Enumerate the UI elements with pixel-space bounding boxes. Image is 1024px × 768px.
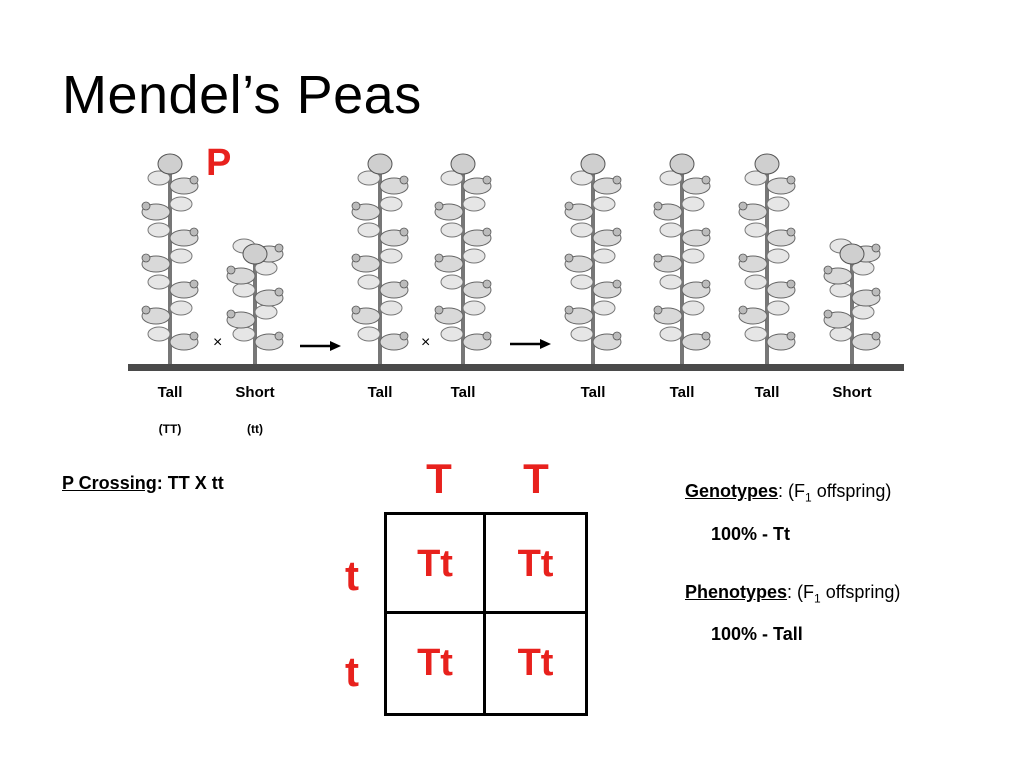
left-allele-2: t — [345, 648, 359, 695]
p-crossing-text: P Crossing: TT X tt — [62, 473, 224, 494]
pea-plant-tall — [738, 153, 796, 364]
plant-height-label: Tall — [367, 384, 393, 401]
genotypes-label: Genotypes — [685, 481, 779, 501]
top-allele-1: T — [426, 455, 452, 502]
genotypes-value: 100% - Tt — [711, 524, 791, 544]
punnett-cell: Tt — [486, 515, 585, 614]
parental-generation-label: P — [206, 142, 232, 184]
plant-genotype-label: (tt) — [247, 422, 263, 436]
pea-plant-tall — [653, 153, 711, 364]
cross-symbol-1: × — [213, 334, 222, 351]
pea-plant-tall — [434, 153, 492, 364]
p-crossing-value: : TT X tt — [156, 473, 224, 493]
arrow-icon-1 — [300, 341, 341, 351]
cross-symbol-2: × — [421, 334, 430, 351]
p-crossing-label: P Crossing — [62, 473, 157, 493]
left-allele-1: t — [345, 552, 359, 599]
phenotypes-heading: Phenotypes: (F1 offspring) — [685, 582, 900, 606]
plant-height-label: Tall — [580, 384, 606, 401]
punnett-cell: Tt — [387, 614, 486, 713]
plant-height-label: Tall — [157, 384, 183, 401]
phenotypes-value: 100% - Tall — [711, 624, 803, 644]
top-allele-2: T — [523, 455, 549, 502]
plant-height-label: Tall — [450, 384, 476, 401]
pea-plant-tall — [351, 153, 409, 364]
phenotypes-label: Phenotypes — [685, 582, 788, 602]
plant-height-label: Tall — [754, 384, 780, 401]
plant-height-label: Short — [832, 384, 872, 401]
plant-genotype-label: (TT) — [158, 422, 182, 436]
genotypes-desc-suffix: offspring) — [811, 481, 892, 501]
plant-height-label: Tall — [669, 384, 695, 401]
phenotypes-desc-suffix: offspring) — [820, 582, 901, 602]
pea-plant-tall — [564, 153, 622, 364]
phenotypes-desc: : (F — [787, 582, 815, 602]
slide-title: Mendel’s Peas — [62, 65, 422, 125]
genotypes-desc: : (F — [778, 481, 806, 501]
arrow-icon-2 — [510, 339, 551, 349]
genotypes-heading: Genotypes: (F1 offspring) — [685, 481, 891, 505]
punnett-cell: Tt — [517, 642, 554, 684]
pea-plant-tall — [141, 153, 199, 364]
pea-plant-short — [226, 238, 284, 364]
pea-plants-illustration: × × — [128, 153, 904, 371]
punnett-cell: Tt — [387, 515, 486, 614]
ground-line — [128, 364, 904, 371]
punnett-square: Tt Tt Tt Tt — [384, 512, 588, 716]
plant-height-label: Short — [235, 384, 275, 401]
genotypes-sub: 1 — [805, 490, 812, 505]
phenotypes-sub: 1 — [814, 591, 821, 606]
pea-plant-short — [823, 238, 881, 364]
